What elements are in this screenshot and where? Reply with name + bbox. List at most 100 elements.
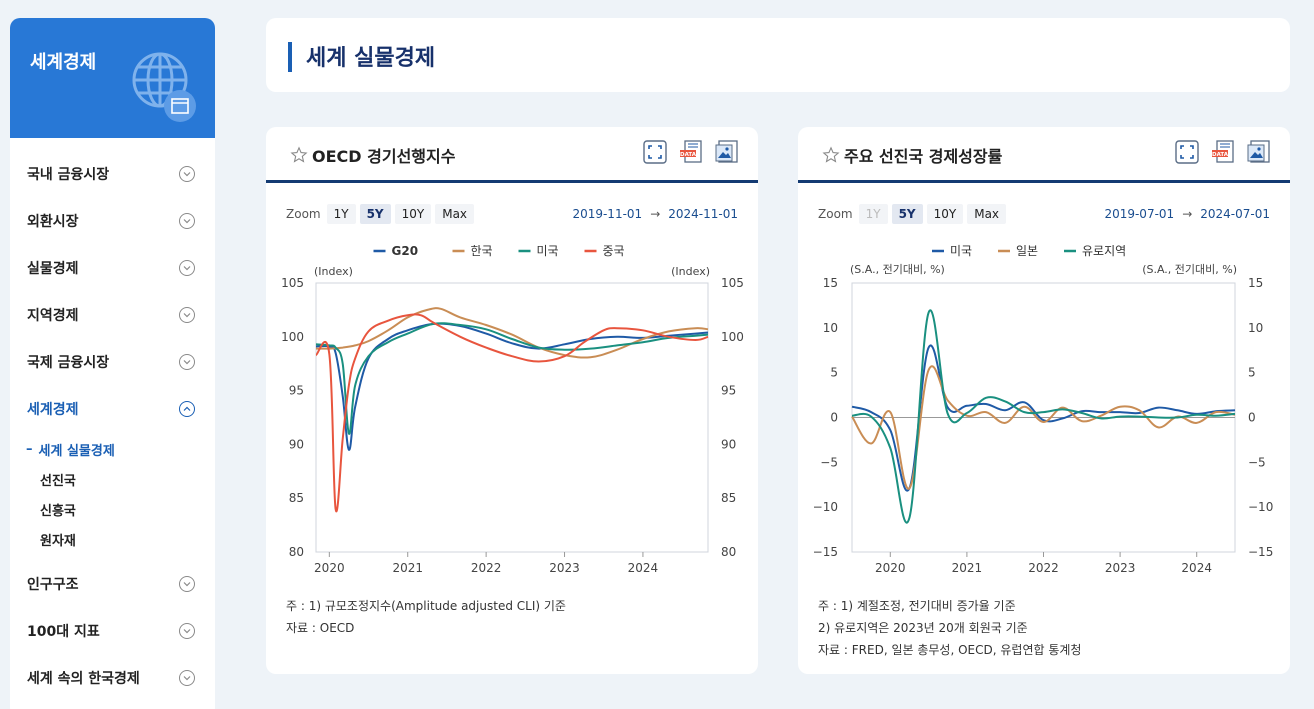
sidebar-item-world-economy[interactable]: 세계경제 [10, 385, 215, 432]
sidebar-item-label: 세계 속의 한국경제 [27, 670, 140, 687]
data-download-icon[interactable]: DATA [1210, 139, 1236, 165]
sidebar-item-population[interactable]: 인구구조 [10, 560, 215, 607]
chevron-down-icon [179, 622, 195, 639]
sidebar-item-label: 세계경제 [27, 401, 79, 418]
zoom-10y-button[interactable]: 10Y [926, 204, 964, 224]
zoom-5y-button[interactable]: 5Y [891, 204, 923, 224]
legend-label: 중국 [603, 244, 625, 258]
plot-frame [315, 282, 709, 553]
sidebar-item-intl-finance[interactable]: 국제 금융시장 [10, 338, 215, 385]
x-tick-label: 2020 [314, 561, 345, 575]
sidebar-item-fx[interactable]: 외환시장 [10, 197, 215, 244]
fullscreen-icon[interactable] [1174, 139, 1200, 165]
star-icon[interactable] [290, 146, 308, 164]
zoom-max-button[interactable]: Max [967, 204, 1007, 224]
series-line-미국 [315, 322, 709, 435]
sidebar-header: 세계경제 [10, 18, 215, 138]
submenu-item-world-real[interactable]: – 세계 실물경제 [26, 441, 115, 459]
legend-label: 유로지역 [1082, 244, 1126, 258]
series-line-한국 [315, 307, 709, 359]
x-tick-label: 2022 [1028, 561, 1059, 575]
title-accent-bar [288, 42, 292, 72]
x-tick-label: 2023 [1105, 561, 1136, 575]
fullscreen-icon[interactable] [642, 139, 668, 165]
sidebar-item-label: 지역경제 [27, 307, 79, 324]
y-unit-label-left: (S.A., 전기대비, %) [850, 263, 945, 276]
submenu-item-label: 세계 실물경제 [38, 443, 115, 459]
star-icon[interactable] [822, 146, 840, 164]
image-download-icon[interactable] [1246, 139, 1272, 165]
card-tools: DATA [1174, 139, 1272, 165]
zoom-5y-button[interactable]: 5Y [359, 204, 391, 224]
x-tick-label: 2023 [549, 561, 580, 575]
y-tick-label-left: 15 [823, 276, 838, 290]
chevron-down-icon [179, 165, 195, 182]
zoom-1y-button[interactable]: 1Y [326, 204, 356, 224]
submenu-item-emerging[interactable]: 신흥국 [10, 494, 215, 524]
y-tick-label-right: 15 [1248, 276, 1263, 290]
sidebar-item-domestic-finance[interactable]: 국내 금융시장 [10, 150, 215, 197]
sidebar-item-regional[interactable]: 지역경제 [10, 291, 215, 338]
zoom-label: Zoom [286, 207, 321, 221]
range-arrow: → [650, 207, 661, 221]
card-tools: DATA [642, 139, 740, 165]
date-range: 2019-11-01 → 2024-11-01 [572, 207, 738, 221]
range-start[interactable]: 2019-11-01 [572, 207, 643, 221]
sidebar-item-label: 실물경제 [27, 260, 79, 277]
chevron-down-icon [179, 306, 195, 323]
y-tick-label-right: −5 [1248, 455, 1266, 469]
card-title-text: OECD 경기선행지수 [312, 147, 456, 166]
chevron-down-icon [179, 669, 195, 686]
y-tick-label-left: 100 [281, 330, 304, 344]
sidebar-item-korea-in-world[interactable]: 세계 속의 한국경제 [10, 654, 215, 701]
y-tick-label-right: 85 [721, 491, 736, 505]
page-header: 세계 실물경제 [266, 18, 1290, 92]
chart: G20 한국 미국 중국 (Index) (Index) 80 80 85 85 90 90 95 95 1… [281, 244, 744, 575]
y-tick-label-left: 80 [289, 545, 304, 559]
zoom-1y-button[interactable]: 1Y [858, 204, 888, 224]
zoom-controls: Zoom 1Y 5Y 10Y Max 2019-11-01 → 2024-11-… [286, 203, 738, 225]
submenu-item-commodities[interactable]: 원자재 [10, 524, 215, 554]
range-end[interactable]: 2024-11-01 [668, 207, 738, 221]
y-tick-label-right: −10 [1248, 500, 1273, 514]
y-tick-label-right: 90 [721, 437, 736, 451]
sidebar-title: 세계경제 [30, 52, 97, 73]
series-line-중국 [315, 313, 709, 513]
data-download-icon[interactable]: DATA [678, 139, 704, 165]
chart: 미국 일본 유로지역 (S.A., 전기대비, %) (S.A., 전기대비, %) −1… [813, 244, 1274, 575]
image-download-icon[interactable] [714, 139, 740, 165]
y-tick-label-left: 85 [289, 491, 304, 505]
sidebar-item-label: 인구구조 [27, 576, 79, 593]
x-tick-label: 2022 [471, 561, 502, 575]
sidebar: 세계경제 국내 금융시장 외환시장 실물경제 지역경제 국제 금융시장 세계경제… [10, 18, 215, 709]
series-line-G20 [315, 322, 709, 451]
chart-notes: 주 : 1) 계절조정, 전기대비 증가율 기준 2) 유로지역은 2023년 … [818, 595, 1081, 661]
card-title: 주요 선진국 경제성장률 [822, 143, 1002, 167]
y-tick-label-right: 105 [721, 276, 744, 290]
card-header: OECD 경기선행지수 DATA [266, 127, 758, 183]
y-tick-label-right: −15 [1248, 545, 1273, 559]
zoom-10y-button[interactable]: 10Y [394, 204, 432, 224]
x-tick-label: 2024 [628, 561, 659, 575]
legend-label: 미국 [950, 244, 972, 258]
y-tick-label-right: 0 [1248, 411, 1256, 425]
range-start[interactable]: 2019-07-01 [1104, 207, 1175, 221]
card-header: 주요 선진국 경제성장률 DATA [798, 127, 1290, 183]
y-unit-label-left: (Index) [314, 265, 353, 278]
sidebar-item-top100[interactable]: 100대 지표 [10, 607, 215, 654]
range-end[interactable]: 2024-07-01 [1200, 207, 1270, 221]
zoom-label: Zoom [818, 207, 853, 221]
y-tick-label-left: 0 [830, 411, 838, 425]
legend-label: G20 [392, 244, 419, 258]
y-tick-label-left: 90 [289, 437, 304, 451]
chevron-down-icon [179, 259, 195, 276]
y-tick-label-left: 105 [281, 276, 304, 290]
sidebar-item-real-economy[interactable]: 실물경제 [10, 244, 215, 291]
note-line: 주 : 1) 계절조정, 전기대비 증가율 기준 [818, 599, 1016, 613]
zoom-controls: Zoom 1Y 5Y 10Y Max 2019-07-01 → 2024-07-… [818, 203, 1270, 225]
chart-notes: 주 : 1) 규모조정지수(Amplitude adjusted CLI) 기준… [286, 595, 566, 639]
submenu-item-advanced[interactable]: 선진국 [10, 464, 215, 494]
zoom-max-button[interactable]: Max [435, 204, 475, 224]
sidebar-item-label: 외환시장 [27, 213, 79, 230]
chevron-down-icon [179, 353, 195, 370]
